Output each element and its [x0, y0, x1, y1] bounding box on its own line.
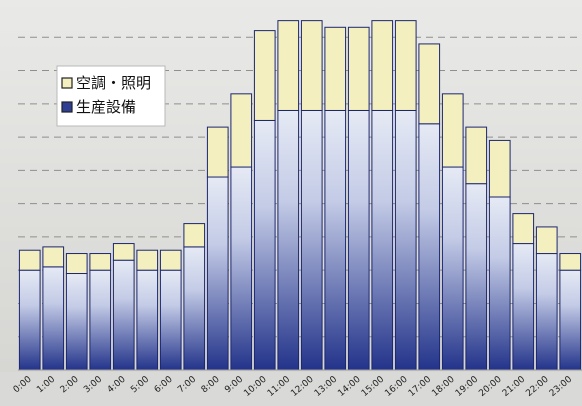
bar-production-equipment-19:00	[465, 183, 488, 371]
x-tick-label: 21:00	[501, 374, 528, 399]
x-tick-label: 8:00	[200, 374, 222, 395]
gridlines	[18, 36, 582, 338]
x-tick-label: 4:00	[106, 374, 128, 395]
bar-production-equipment-18:00	[441, 166, 464, 371]
x-tick-label: 11:00	[266, 374, 293, 399]
x-tick-label: 14:00	[336, 374, 363, 399]
bar-hvac-lighting-15:00	[371, 20, 394, 111]
bar-hvac-lighting-20:00	[488, 139, 511, 198]
bar-hvac-lighting-17:00	[418, 43, 441, 125]
x-tick-label: 19:00	[454, 374, 481, 399]
bar-hvac-lighting-16:00	[394, 20, 417, 111]
x-tick-label: 15:00	[360, 374, 387, 399]
bar-production-equipment-10:00	[253, 119, 276, 371]
bar-hvac-lighting-0:00	[18, 249, 41, 271]
x-tick-label: 18:00	[430, 374, 457, 399]
bar-production-equipment-13:00	[324, 109, 347, 371]
legend: 空調・照明 生産設備	[56, 65, 166, 127]
bar-hvac-lighting-18:00	[441, 93, 464, 168]
x-tick-label: 12:00	[289, 374, 316, 399]
x-tick-label: 3:00	[82, 374, 104, 395]
legend-swatch-production-equipment	[61, 101, 73, 113]
bar-hvac-lighting-2:00	[65, 253, 88, 275]
x-tick-label: 6:00	[153, 374, 175, 395]
bar-production-equipment-2:00	[65, 273, 88, 371]
x-tick-label: 16:00	[383, 374, 410, 399]
x-tick-label: 2:00	[59, 374, 81, 395]
bar-production-equipment-11:00	[277, 109, 300, 371]
bar-hvac-lighting-8:00	[206, 126, 229, 178]
bar-production-equipment-16:00	[394, 109, 417, 371]
bar-production-equipment-6:00	[159, 269, 182, 371]
bar-hvac-lighting-11:00	[277, 20, 300, 111]
bar-production-equipment-14:00	[347, 109, 370, 371]
x-tick-label: 17:00	[407, 374, 434, 399]
bar-production-equipment-9:00	[230, 166, 253, 371]
bar-production-equipment-21:00	[512, 243, 535, 371]
bar-series-group	[18, 20, 582, 371]
bar-hvac-lighting-10:00	[253, 30, 276, 121]
x-tick-label: 23:00	[548, 374, 575, 399]
bar-production-equipment-4:00	[112, 259, 135, 371]
bar-hvac-lighting-6:00	[159, 249, 182, 271]
bar-production-equipment-3:00	[89, 269, 112, 371]
bar-hvac-lighting-23:00	[559, 253, 582, 271]
bar-production-equipment-12:00	[300, 109, 323, 371]
bar-hvac-lighting-12:00	[300, 20, 323, 111]
bar-hvac-lighting-22:00	[535, 226, 558, 255]
x-tick-label: 5:00	[129, 374, 151, 395]
bar-production-equipment-22:00	[535, 253, 558, 371]
bar-production-equipment-20:00	[488, 196, 511, 371]
bar-hvac-lighting-21:00	[512, 213, 535, 245]
bar-hvac-lighting-13:00	[324, 26, 347, 111]
bar-production-equipment-17:00	[418, 123, 441, 371]
x-tick-label: 1:00	[35, 374, 57, 395]
x-tick-label: 22:00	[524, 374, 551, 399]
legend-swatch-hvac-lighting	[61, 77, 73, 89]
bar-production-equipment-8:00	[206, 176, 229, 371]
bar-hvac-lighting-5:00	[136, 249, 159, 271]
bar-production-equipment-23:00	[559, 269, 582, 371]
x-tick-label: 0:00	[12, 374, 34, 395]
bar-production-equipment-15:00	[371, 109, 394, 371]
x-tick-label: 7:00	[176, 374, 198, 395]
bar-hvac-lighting-7:00	[183, 223, 206, 248]
legend-box	[56, 65, 166, 127]
bar-production-equipment-0:00	[18, 269, 41, 371]
x-tick-label: 10:00	[242, 374, 269, 399]
bar-hvac-lighting-19:00	[465, 126, 488, 185]
x-tick-label: 13:00	[313, 374, 340, 399]
legend-label-production-equipment: 生産設備	[76, 98, 136, 116]
bar-production-equipment-5:00	[136, 269, 159, 371]
bar-production-equipment-7:00	[183, 246, 206, 371]
bar-hvac-lighting-14:00	[347, 26, 370, 111]
legend-label-hvac-lighting: 空調・照明	[76, 74, 151, 92]
bar-hvac-lighting-4:00	[112, 243, 135, 261]
bar-production-equipment-1:00	[42, 266, 65, 371]
bar-hvac-lighting-1:00	[42, 246, 65, 268]
bar-hvac-lighting-3:00	[89, 253, 112, 271]
x-tick-labels: 0:00 1:00 2:00 3:00 4:00 5:00 6:00 7:00 8:00 9:00…	[12, 374, 575, 399]
x-tick-label: 20:00	[477, 374, 504, 399]
bar-hvac-lighting-9:00	[230, 93, 253, 168]
